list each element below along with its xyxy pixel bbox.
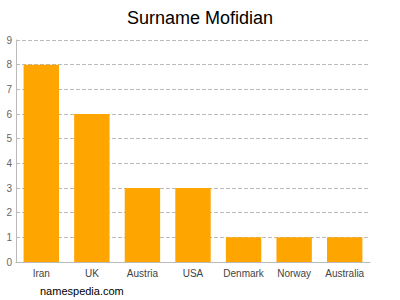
svg-text:7: 7 xyxy=(6,84,12,95)
svg-text:namespedia.com: namespedia.com xyxy=(40,285,124,297)
svg-text:4: 4 xyxy=(6,158,12,169)
svg-text:Surname Mofidian: Surname Mofidian xyxy=(127,8,273,28)
svg-text:5: 5 xyxy=(6,133,12,144)
svg-text:1: 1 xyxy=(6,232,12,243)
svg-text:3: 3 xyxy=(6,183,12,194)
svg-text:Norway: Norway xyxy=(277,268,311,279)
svg-text:USA: USA xyxy=(183,268,204,279)
svg-text:Austria: Austria xyxy=(127,268,159,279)
svg-text:2: 2 xyxy=(6,207,12,218)
svg-text:Iran: Iran xyxy=(33,268,50,279)
svg-text:6: 6 xyxy=(6,109,12,120)
svg-text:UK: UK xyxy=(85,268,99,279)
svg-text:8: 8 xyxy=(6,59,12,70)
svg-text:Australia: Australia xyxy=(325,268,364,279)
svg-text:9: 9 xyxy=(6,35,12,46)
svg-text:Denmark: Denmark xyxy=(223,268,265,279)
svg-text:0: 0 xyxy=(6,257,12,268)
